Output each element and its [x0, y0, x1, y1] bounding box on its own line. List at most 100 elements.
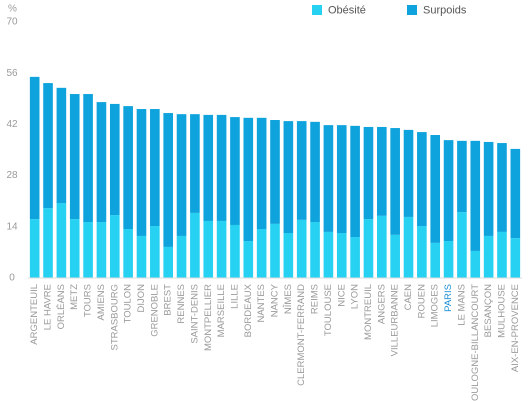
bar-segment — [336, 233, 347, 278]
bar-segment — [443, 140, 454, 242]
bar-segment — [323, 231, 334, 278]
bar-segment — [216, 220, 227, 278]
bar-segment — [136, 235, 147, 278]
bar-segment — [203, 114, 214, 221]
x-tick-label: SAINT-DENIS — [189, 284, 200, 344]
y-tick-label: 56 — [6, 68, 18, 79]
x-tick-label: MARSEILLE — [216, 284, 227, 337]
x-tick-label: ROUEN — [416, 284, 427, 318]
y-axis-label: % — [8, 4, 17, 15]
x-tick-label: METZ — [69, 284, 80, 310]
bar-segment — [150, 109, 160, 227]
bar-segment — [363, 126, 374, 220]
bar-segment — [350, 237, 360, 278]
legend-swatch — [407, 5, 417, 15]
x-tick-label: MULHOUSE — [496, 284, 507, 338]
bar-segment — [43, 208, 53, 278]
bar-segment — [176, 114, 187, 236]
bar-segment — [230, 224, 240, 278]
bar-segment — [443, 241, 454, 278]
bar-segment — [123, 106, 133, 229]
x-tick-label: TOULOUSE — [323, 284, 334, 336]
bar-segment — [109, 215, 120, 278]
bar-segment — [417, 226, 427, 278]
bar-segment — [310, 222, 320, 278]
bar-segment — [96, 102, 107, 223]
bar-segment — [256, 228, 267, 278]
bar-segment — [216, 114, 227, 221]
bar-segment — [270, 223, 280, 278]
bar-segment — [203, 220, 214, 278]
bar-segment — [43, 83, 53, 209]
x-tick-label: LIMOGES — [430, 284, 441, 327]
x-tick-label: LYON — [350, 284, 361, 309]
legend-text: Surpoids — [423, 4, 467, 16]
x-tick-label: CLERMONT-FERRAND — [296, 284, 307, 386]
bar-segment — [123, 228, 133, 278]
bar-segment — [150, 226, 160, 278]
bar-segment — [403, 129, 414, 217]
x-tick-label: NÎMES — [283, 284, 294, 314]
bar-segment — [470, 250, 481, 278]
bar-segment — [69, 219, 80, 278]
x-tick-label: BESANÇON — [483, 284, 494, 337]
bar-segment — [323, 125, 334, 232]
x-tick-label: MONTPELLIER — [203, 284, 214, 351]
x-tick-label: REIMS — [310, 284, 321, 314]
y-tick-label: 0 — [9, 273, 15, 284]
x-tick-label: PARIS — [443, 284, 454, 312]
bar-segment — [56, 87, 67, 204]
x-tick-label: NICE — [336, 284, 347, 307]
bar-segment — [136, 109, 147, 236]
bar-segment — [510, 148, 521, 239]
x-tick-label: CAEN — [403, 284, 414, 311]
bar-segment — [83, 222, 93, 278]
bar-segment — [510, 238, 521, 278]
bar-segment — [96, 222, 107, 278]
x-tick-label: TOULON — [123, 284, 134, 324]
bar-segment — [390, 128, 400, 235]
y-tick-label: 28 — [6, 170, 18, 181]
bar-segment — [296, 121, 307, 220]
bar-segment — [243, 241, 254, 278]
x-tick-label: MONTREUIL — [363, 284, 374, 340]
bar-segment — [483, 141, 494, 236]
bar-segment — [417, 132, 427, 227]
bar-segment — [283, 121, 294, 234]
bar-segment — [430, 242, 441, 278]
bar-segment — [377, 126, 387, 216]
bar-segment — [497, 231, 507, 278]
bar-segment — [83, 94, 93, 223]
legend-swatch — [312, 5, 322, 15]
x-tick-label: NANCY — [270, 283, 281, 317]
y-tick-label: 70 — [6, 17, 18, 28]
x-tick-label: LILLE — [229, 284, 240, 309]
bar-segment — [163, 246, 173, 278]
bar-segment — [109, 103, 120, 216]
bar-segment — [243, 117, 254, 242]
bar-segment — [190, 212, 200, 278]
bar-segment — [56, 203, 67, 278]
bar-segment — [377, 215, 387, 278]
bar-segment — [190, 114, 200, 213]
legend-text: Obésité — [328, 4, 366, 16]
bar-segment — [256, 117, 267, 229]
bar-segment — [470, 140, 481, 251]
bar-segment — [350, 125, 360, 238]
y-tick-label: 14 — [6, 221, 18, 232]
bar-segment — [310, 121, 320, 223]
bar-segment — [457, 140, 467, 213]
x-tick-label: ORLÉANS — [56, 284, 67, 329]
x-tick-label: AIX-EN-PROVENCE — [510, 284, 521, 372]
bar-segment — [176, 235, 187, 278]
bar-segment — [390, 234, 400, 278]
x-tick-label: STRASBOURG — [109, 284, 120, 351]
bar-segment — [403, 216, 414, 278]
x-tick-label: DIJON — [136, 284, 147, 313]
x-tick-label: ARGENTEUIL — [29, 284, 40, 345]
bar-segment — [457, 212, 467, 278]
bar-segment — [270, 120, 280, 224]
x-tick-label: RENNES — [176, 284, 187, 324]
